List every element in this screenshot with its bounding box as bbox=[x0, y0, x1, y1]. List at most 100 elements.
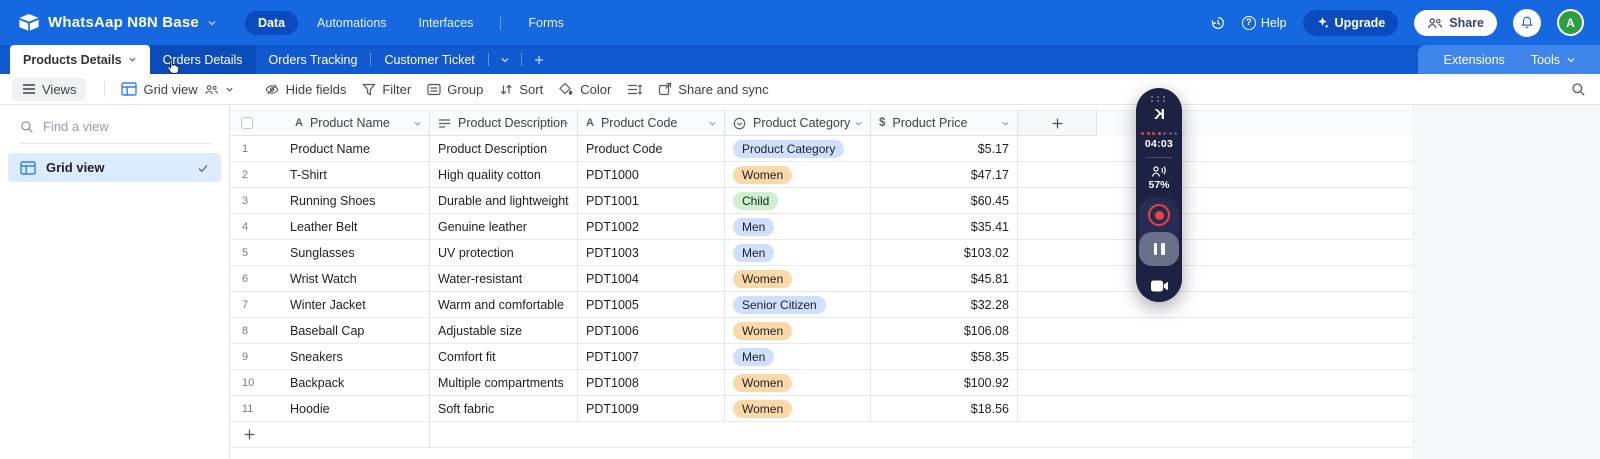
share-button[interactable]: Share bbox=[1414, 9, 1497, 36]
cell-product-name[interactable]: 2 T-Shirt bbox=[230, 162, 430, 187]
views-button[interactable]: Views bbox=[12, 77, 87, 101]
cell-product-code[interactable]: PDT1006 bbox=[578, 318, 725, 343]
mic-level[interactable]: 57% bbox=[1148, 165, 1170, 191]
cell-product-price[interactable]: $47.17 bbox=[871, 162, 1018, 187]
cell-product-price[interactable]: $45.81 bbox=[871, 266, 1018, 291]
cell-product-category[interactable]: Men bbox=[725, 214, 871, 239]
select-all-checkbox[interactable] bbox=[241, 117, 253, 129]
table-tab-orders-tracking[interactable]: Orders Tracking bbox=[256, 45, 371, 74]
cell-product-price[interactable]: $32.28 bbox=[871, 292, 1018, 317]
cell-product-code[interactable]: PDT1001 bbox=[578, 188, 725, 213]
cell-product-code[interactable]: PDT1002 bbox=[578, 214, 725, 239]
search-button[interactable] bbox=[1571, 82, 1586, 97]
cell-product-price[interactable]: $60.45 bbox=[871, 188, 1018, 213]
help-button[interactable]: ? Help bbox=[1241, 15, 1287, 30]
column-header-product-name[interactable]: A Product Name bbox=[230, 111, 430, 136]
cell-product-code[interactable]: PDT1000 bbox=[578, 162, 725, 187]
cell-product-name[interactable]: 9 Sneakers bbox=[230, 344, 430, 369]
sort-button[interactable]: Sort bbox=[491, 78, 551, 101]
base-switcher[interactable]: WhatsAap N8N Base bbox=[0, 13, 217, 32]
cell-product-code[interactable]: PDT1007 bbox=[578, 344, 725, 369]
add-table-button[interactable] bbox=[522, 45, 556, 74]
tabs-expand-button[interactable] bbox=[489, 45, 521, 74]
group-button[interactable]: Group bbox=[419, 78, 491, 101]
column-header-product-price[interactable]: $ Product Price bbox=[871, 111, 1018, 136]
grid-view-button[interactable]: Grid view bbox=[113, 78, 241, 101]
cell-product-price[interactable]: $100.92 bbox=[871, 370, 1018, 395]
cell-product-description[interactable]: Multiple compartments bbox=[430, 370, 578, 395]
avatar[interactable]: A bbox=[1557, 9, 1584, 36]
cell-product-category[interactable]: Senior Citizen bbox=[725, 292, 871, 317]
add-row[interactable] bbox=[230, 422, 1413, 448]
table-tab-products-details[interactable]: Products Details bbox=[10, 45, 150, 74]
upgrade-button[interactable]: Upgrade bbox=[1302, 9, 1399, 36]
pause-button[interactable] bbox=[1139, 232, 1179, 266]
cell-product-description[interactable]: Comfort fit bbox=[430, 344, 578, 369]
column-header-product-category[interactable]: Product Category bbox=[725, 111, 871, 136]
column-header-product-code[interactable]: A Product Code bbox=[578, 111, 725, 136]
cell-product-name[interactable]: 3 Running Shoes bbox=[230, 188, 430, 213]
cell-product-name[interactable]: 10 Backpack bbox=[230, 370, 430, 395]
cell-product-category[interactable]: Men bbox=[725, 240, 871, 265]
add-field-button[interactable] bbox=[1018, 111, 1097, 136]
cell-product-price[interactable]: $35.41 bbox=[871, 214, 1018, 239]
cell-product-name[interactable]: 1 Product Name bbox=[230, 136, 430, 161]
cell-product-price[interactable]: $106.08 bbox=[871, 318, 1018, 343]
table-tab-orders-details[interactable]: Orders Details bbox=[149, 45, 256, 74]
notifications-button[interactable] bbox=[1513, 8, 1541, 37]
column-header-product-description[interactable]: Product Description bbox=[430, 111, 578, 136]
cell-product-description[interactable]: Durable and lightweight bbox=[430, 188, 578, 213]
cell-product-name[interactable]: 6 Wrist Watch bbox=[230, 266, 430, 291]
cell-product-price[interactable]: $58.35 bbox=[871, 344, 1018, 369]
cell-product-price[interactable]: $5.17 bbox=[871, 136, 1018, 161]
cell-product-description[interactable]: Adjustable size bbox=[430, 318, 578, 343]
cell-product-description[interactable]: Product Description bbox=[430, 136, 578, 161]
cell-product-category[interactable]: Women bbox=[725, 266, 871, 291]
cell-product-category[interactable]: Women bbox=[725, 396, 871, 421]
cell-product-description[interactable]: UV protection bbox=[430, 240, 578, 265]
nav-item-data[interactable]: Data bbox=[244, 10, 299, 35]
cell-product-category[interactable]: Men bbox=[725, 344, 871, 369]
cell-product-name[interactable]: 8 Baseball Cap bbox=[230, 318, 430, 343]
find-view-input[interactable] bbox=[43, 119, 183, 134]
color-button[interactable]: Color bbox=[551, 78, 619, 101]
cell-product-code[interactable]: Product Code bbox=[578, 136, 725, 161]
share-and-sync-button[interactable]: Share and sync bbox=[650, 78, 776, 101]
cell-product-name[interactable]: 7 Winter Jacket bbox=[230, 292, 430, 317]
cell-product-name[interactable]: 5 Sunglasses bbox=[230, 240, 430, 265]
drag-handle[interactable] bbox=[1151, 96, 1167, 102]
cell-product-name[interactable]: 4 Leather Belt bbox=[230, 214, 430, 239]
cell-product-price[interactable]: $18.56 bbox=[871, 396, 1018, 421]
cell-product-category[interactable]: Women bbox=[725, 318, 871, 343]
record-button[interactable] bbox=[1148, 204, 1170, 226]
cell-product-category[interactable]: Child bbox=[725, 188, 871, 213]
history-icon[interactable] bbox=[1210, 15, 1226, 31]
add-row-button[interactable] bbox=[230, 422, 430, 447]
cell-product-description[interactable]: Warm and comfortable bbox=[430, 292, 578, 317]
nav-item-interfaces[interactable]: Interfaces bbox=[418, 15, 474, 30]
camera-button[interactable] bbox=[1150, 279, 1169, 293]
cell-product-description[interactable]: High quality cotton bbox=[430, 162, 578, 187]
cell-product-description[interactable]: Water-resistant bbox=[430, 266, 578, 291]
cell-product-category[interactable]: Women bbox=[725, 162, 871, 187]
cell-product-price[interactable]: $103.02 bbox=[871, 240, 1018, 265]
cell-product-description[interactable]: Soft fabric bbox=[430, 396, 578, 421]
cell-product-category[interactable]: Product Category bbox=[725, 136, 871, 161]
extensions-button[interactable]: Extensions bbox=[1443, 52, 1505, 67]
cell-product-code[interactable]: PDT1005 bbox=[578, 292, 725, 317]
tools-button[interactable]: Tools bbox=[1531, 53, 1576, 67]
cell-product-name[interactable]: 11 Hoodie bbox=[230, 396, 430, 421]
cell-product-code[interactable]: PDT1008 bbox=[578, 370, 725, 395]
table-tab-customer-ticket[interactable]: Customer Ticket bbox=[371, 45, 487, 74]
cell-product-code[interactable]: PDT1004 bbox=[578, 266, 725, 291]
nav-item-automations[interactable]: Automations bbox=[317, 15, 387, 30]
sidebar-view-grid-view[interactable]: Grid view bbox=[8, 153, 221, 182]
cell-product-code[interactable]: PDT1003 bbox=[578, 240, 725, 265]
filter-button[interactable]: Filter bbox=[354, 78, 419, 101]
row-height-button[interactable] bbox=[619, 79, 650, 100]
hide-fields-button[interactable]: Hide fields bbox=[256, 78, 355, 101]
cell-product-code[interactable]: PDT1009 bbox=[578, 396, 725, 421]
recorder-logo[interactable]: K bbox=[1153, 106, 1165, 123]
nav-item-forms[interactable]: Forms bbox=[528, 15, 564, 30]
cell-product-category[interactable]: Women bbox=[725, 370, 871, 395]
